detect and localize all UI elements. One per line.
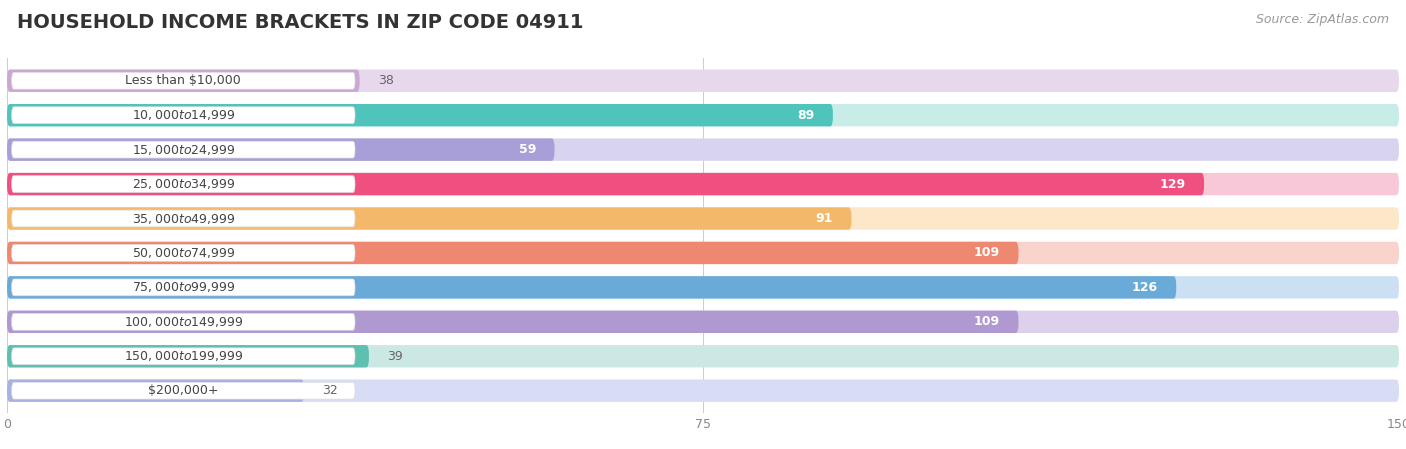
FancyBboxPatch shape [7, 173, 1204, 195]
Text: $75,000 to $99,999: $75,000 to $99,999 [132, 280, 235, 295]
Text: Less than $10,000: Less than $10,000 [125, 74, 242, 87]
Text: $10,000 to $14,999: $10,000 to $14,999 [132, 108, 235, 122]
Text: $35,000 to $49,999: $35,000 to $49,999 [132, 211, 235, 225]
FancyBboxPatch shape [11, 72, 354, 89]
Text: 38: 38 [378, 74, 394, 87]
FancyBboxPatch shape [7, 379, 304, 402]
Text: $25,000 to $34,999: $25,000 to $34,999 [132, 177, 235, 191]
Text: 109: 109 [974, 315, 1000, 328]
FancyBboxPatch shape [7, 311, 1399, 333]
FancyBboxPatch shape [7, 70, 1399, 92]
FancyBboxPatch shape [7, 104, 1399, 126]
Text: 126: 126 [1132, 281, 1157, 294]
FancyBboxPatch shape [11, 245, 354, 261]
FancyBboxPatch shape [7, 242, 1018, 264]
Text: 59: 59 [519, 143, 536, 156]
FancyBboxPatch shape [7, 276, 1399, 299]
FancyBboxPatch shape [11, 107, 354, 123]
Text: Source: ZipAtlas.com: Source: ZipAtlas.com [1256, 13, 1389, 26]
FancyBboxPatch shape [7, 138, 1399, 161]
Text: $150,000 to $199,999: $150,000 to $199,999 [124, 349, 243, 363]
FancyBboxPatch shape [7, 242, 1399, 264]
FancyBboxPatch shape [7, 173, 1399, 195]
FancyBboxPatch shape [11, 176, 354, 193]
Text: HOUSEHOLD INCOME BRACKETS IN ZIP CODE 04911: HOUSEHOLD INCOME BRACKETS IN ZIP CODE 04… [17, 13, 583, 32]
Text: 89: 89 [797, 109, 814, 122]
Text: $50,000 to $74,999: $50,000 to $74,999 [132, 246, 235, 260]
FancyBboxPatch shape [7, 207, 1399, 230]
Text: 39: 39 [388, 350, 404, 363]
FancyBboxPatch shape [11, 313, 354, 330]
Text: 32: 32 [322, 384, 339, 397]
FancyBboxPatch shape [7, 70, 360, 92]
FancyBboxPatch shape [7, 138, 554, 161]
FancyBboxPatch shape [7, 207, 852, 230]
Text: 91: 91 [815, 212, 832, 225]
FancyBboxPatch shape [7, 345, 1399, 367]
FancyBboxPatch shape [7, 345, 368, 367]
FancyBboxPatch shape [11, 382, 354, 399]
Text: $200,000+: $200,000+ [148, 384, 218, 397]
Text: $15,000 to $24,999: $15,000 to $24,999 [132, 143, 235, 157]
FancyBboxPatch shape [7, 311, 1018, 333]
FancyBboxPatch shape [11, 348, 354, 365]
Text: 129: 129 [1160, 177, 1185, 190]
FancyBboxPatch shape [11, 279, 354, 296]
FancyBboxPatch shape [7, 104, 832, 126]
FancyBboxPatch shape [7, 379, 1399, 402]
FancyBboxPatch shape [11, 141, 354, 158]
Text: $100,000 to $149,999: $100,000 to $149,999 [124, 315, 243, 329]
FancyBboxPatch shape [7, 276, 1177, 299]
Text: 109: 109 [974, 247, 1000, 260]
FancyBboxPatch shape [11, 210, 354, 227]
